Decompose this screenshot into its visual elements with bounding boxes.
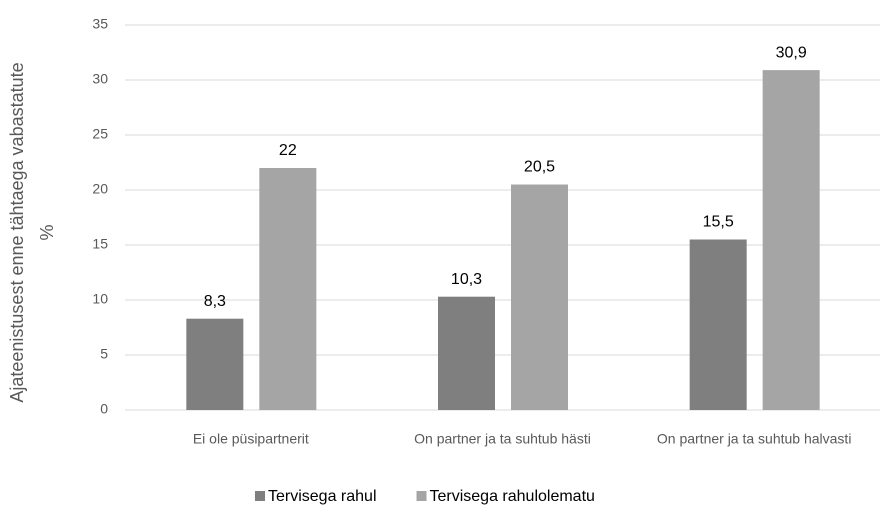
data-label: 15,5 [703,214,734,231]
bar [511,184,568,410]
y-tick-label: 5 [100,346,108,362]
x-tick-label: Ei ole püsipartnerit [193,431,309,447]
legend-swatch [416,491,427,501]
x-tick-label: On partner ja ta suhtub hästi [414,431,591,447]
y-axis-label: % [37,224,57,240]
bar [259,168,317,410]
y-tick-label: 25 [92,126,108,142]
y-tick-label: 30 [92,71,108,87]
y-tick-label: 0 [100,401,108,417]
bar [186,318,244,410]
y-tick-label: 35 [92,16,108,32]
data-label: 30,9 [776,44,807,61]
data-label: 20,5 [524,159,555,176]
legend-swatch [255,491,265,501]
bar [762,70,820,410]
x-tick-label: On partner ja ta suhtub halvasti [657,431,852,447]
legend-label: Tervisega rahulolematu [430,488,595,505]
y-axis-label: Ajateenistusest enne tähtaega vabastatut… [7,62,27,402]
data-label: 8,3 [204,293,226,310]
y-tick-label: 15 [92,236,108,252]
y-tick-label: 10 [92,291,108,307]
bar [689,239,747,410]
y-tick-label: 20 [92,181,108,197]
legend-label: Tervisega rahul [268,488,377,505]
data-label: 22 [279,142,297,159]
data-label: 10,3 [451,271,482,288]
bar [438,296,495,410]
